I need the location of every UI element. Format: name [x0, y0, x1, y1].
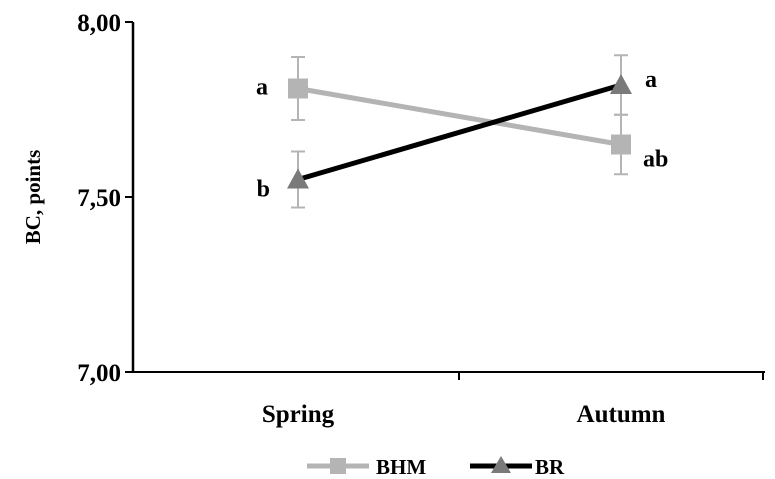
y-tick-label: 8,00 — [77, 10, 121, 37]
y-axis: 7,00 7,50 8,00 BC, points — [21, 10, 135, 387]
legend-item-br: BR — [470, 455, 565, 479]
data-point — [610, 74, 632, 94]
legend-label: BHM — [376, 455, 426, 479]
y-axis-title: BC, points — [21, 150, 45, 245]
series-line — [297, 86, 622, 147]
legend-label: BR — [535, 455, 565, 479]
significance-label: a — [256, 75, 268, 101]
data-point — [287, 168, 309, 189]
x-category-label: Spring — [262, 401, 335, 428]
y-ticks: 7,00 7,50 8,00 — [77, 10, 133, 387]
series-bhm: a ab — [256, 56, 668, 176]
data-point — [611, 134, 631, 155]
significance-label: b — [257, 177, 270, 203]
significance-label: ab — [643, 147, 668, 173]
legend: BHM BR — [307, 455, 565, 479]
legend-marker-triangle — [491, 456, 511, 473]
legend-item-bhm: BHM — [307, 455, 426, 479]
series-line — [297, 82, 622, 182]
x-ticks: Spring Autumn — [262, 372, 764, 428]
x-category-label: Autumn — [577, 401, 666, 428]
y-tick-label: 7,50 — [77, 185, 121, 212]
significance-label: a — [645, 67, 657, 93]
legend-marker-square — [330, 458, 346, 474]
y-tick-label: 7,00 — [77, 360, 121, 387]
x-axis: Spring Autumn — [133, 371, 765, 428]
data-point — [288, 78, 308, 99]
series-br: ba — [257, 54, 657, 209]
